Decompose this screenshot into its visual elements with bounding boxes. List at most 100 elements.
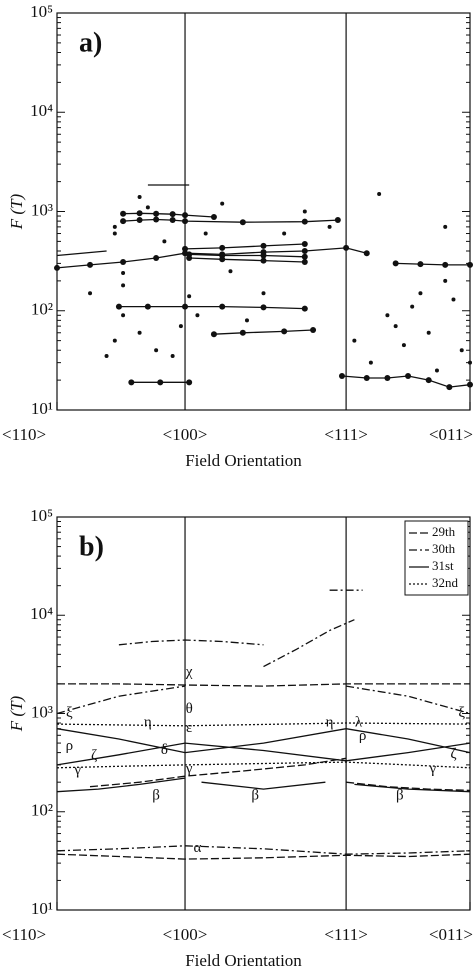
y-tick-label: 10⁵ xyxy=(30,506,53,525)
data-point xyxy=(178,324,183,329)
panel-label: a) xyxy=(79,27,102,58)
data-point xyxy=(210,331,217,338)
x-tick-label: <111> xyxy=(324,425,367,444)
data-point xyxy=(343,244,350,251)
y-tick-label: 10¹ xyxy=(31,399,53,418)
data-point xyxy=(281,328,288,335)
data-point xyxy=(182,245,189,252)
y-tick-label: 10³ xyxy=(31,702,53,721)
data-point xyxy=(418,291,423,296)
data-point xyxy=(120,210,127,217)
annotation: β xyxy=(396,787,404,803)
data-point xyxy=(182,218,189,225)
x-tick-label: <011> xyxy=(429,925,473,944)
annotation: ρ xyxy=(359,728,367,744)
annotation: ζ xyxy=(450,746,456,762)
x-tick-label: <111> xyxy=(324,925,367,944)
data-point xyxy=(157,379,164,386)
data-point xyxy=(244,318,249,323)
annotation: η xyxy=(326,714,334,730)
data-point xyxy=(443,224,448,229)
data-point xyxy=(467,261,473,268)
y-axis-label: F (T) xyxy=(7,695,26,732)
data-point xyxy=(384,375,391,382)
series-line xyxy=(118,305,305,310)
data-point xyxy=(385,313,390,318)
y-tick-label: 10² xyxy=(31,801,53,820)
data-point xyxy=(301,218,308,225)
data-point xyxy=(219,244,226,251)
series-line xyxy=(189,257,305,263)
legend-label: 31st xyxy=(432,558,454,573)
annotation: β xyxy=(251,787,259,803)
data-point xyxy=(368,360,373,365)
data-point xyxy=(426,330,431,335)
data-point xyxy=(282,231,287,236)
data-point xyxy=(327,224,332,229)
data-point xyxy=(120,258,127,265)
data-point xyxy=(377,192,382,197)
data-point xyxy=(401,343,406,348)
x-tick-label: <110> xyxy=(2,425,46,444)
y-tick-label: 10² xyxy=(31,300,53,319)
x-tick-label: <011> xyxy=(429,425,473,444)
data-point xyxy=(87,261,94,268)
y-tick-label: 10⁴ xyxy=(30,604,53,623)
annotation: δ xyxy=(161,742,168,758)
y-tick-label: 10³ xyxy=(31,200,53,219)
annotation: θ xyxy=(186,701,193,717)
data-point xyxy=(88,291,93,296)
data-point xyxy=(153,210,160,217)
annotation: α xyxy=(193,840,201,856)
data-point xyxy=(137,194,142,199)
data-point xyxy=(220,201,225,206)
series-line xyxy=(395,262,470,266)
data-point xyxy=(121,283,126,288)
data-point xyxy=(136,210,143,217)
data-point xyxy=(182,212,189,219)
data-point xyxy=(187,294,192,299)
data-point xyxy=(112,224,117,229)
data-point xyxy=(112,231,117,236)
data-point xyxy=(442,261,449,268)
data-point xyxy=(186,251,193,258)
series-line xyxy=(56,589,471,855)
data-point xyxy=(153,255,160,262)
x-tick-label: <100> xyxy=(163,925,208,944)
y-tick-label: 10⁵ xyxy=(30,2,53,21)
data-point xyxy=(410,304,415,309)
data-point xyxy=(260,252,267,259)
legend-label: 30th xyxy=(432,541,456,556)
data-point xyxy=(144,303,151,310)
data-point xyxy=(169,217,176,224)
data-point xyxy=(393,324,398,329)
y-tick-label: 10⁴ xyxy=(30,101,53,120)
series-line xyxy=(56,247,367,269)
x-tick-label: <110> xyxy=(2,925,46,944)
plot-frame xyxy=(56,12,471,411)
series-line xyxy=(213,329,314,335)
data-point xyxy=(153,216,160,223)
data-point xyxy=(459,348,464,353)
annotation: λ xyxy=(355,714,363,730)
data-point xyxy=(451,297,456,302)
data-point xyxy=(334,217,341,224)
data-point xyxy=(128,379,135,386)
data-point xyxy=(352,338,357,343)
data-point xyxy=(302,209,307,214)
annotation: χ xyxy=(185,664,193,680)
annotation: ζ xyxy=(91,747,97,763)
data-point xyxy=(468,360,472,365)
data-point xyxy=(104,354,109,359)
data-point xyxy=(112,338,117,343)
data-point xyxy=(170,354,175,359)
data-point xyxy=(162,239,167,244)
data-point xyxy=(310,326,317,333)
data-point xyxy=(228,269,233,274)
annotation: γ xyxy=(73,762,81,778)
data-point xyxy=(239,329,246,336)
data-point xyxy=(195,313,200,318)
annotation: ξ xyxy=(66,705,73,721)
data-point xyxy=(54,264,60,271)
annotation: β xyxy=(152,787,160,803)
